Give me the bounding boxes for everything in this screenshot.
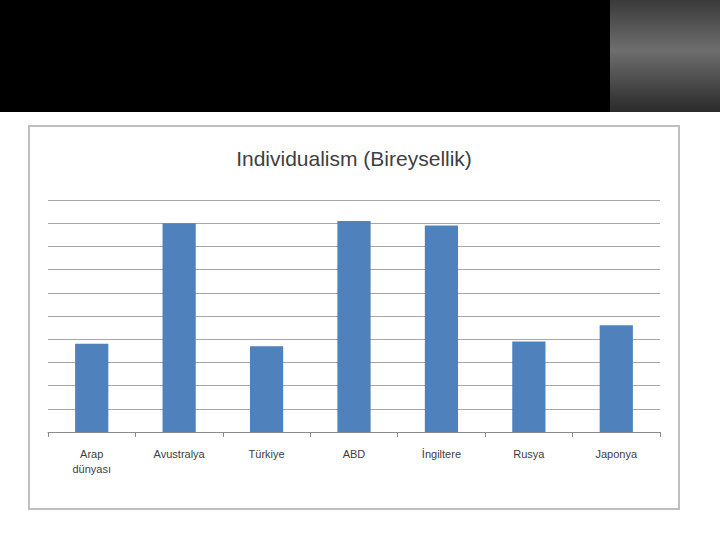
svg-text:İngiltere: İngiltere: [422, 448, 461, 460]
svg-text:dünyası: dünyası: [72, 463, 111, 475]
svg-text:Arap: Arap: [80, 448, 103, 460]
svg-text:ABD: ABD: [343, 448, 366, 460]
svg-text:Japonya: Japonya: [595, 448, 637, 460]
svg-text:Avustralya: Avustralya: [154, 448, 206, 460]
svg-text:Individualism (Bireysellik): Individualism (Bireysellik): [236, 147, 472, 170]
svg-text:Türkiye: Türkiye: [249, 448, 285, 460]
svg-text:Rusya: Rusya: [513, 448, 545, 460]
